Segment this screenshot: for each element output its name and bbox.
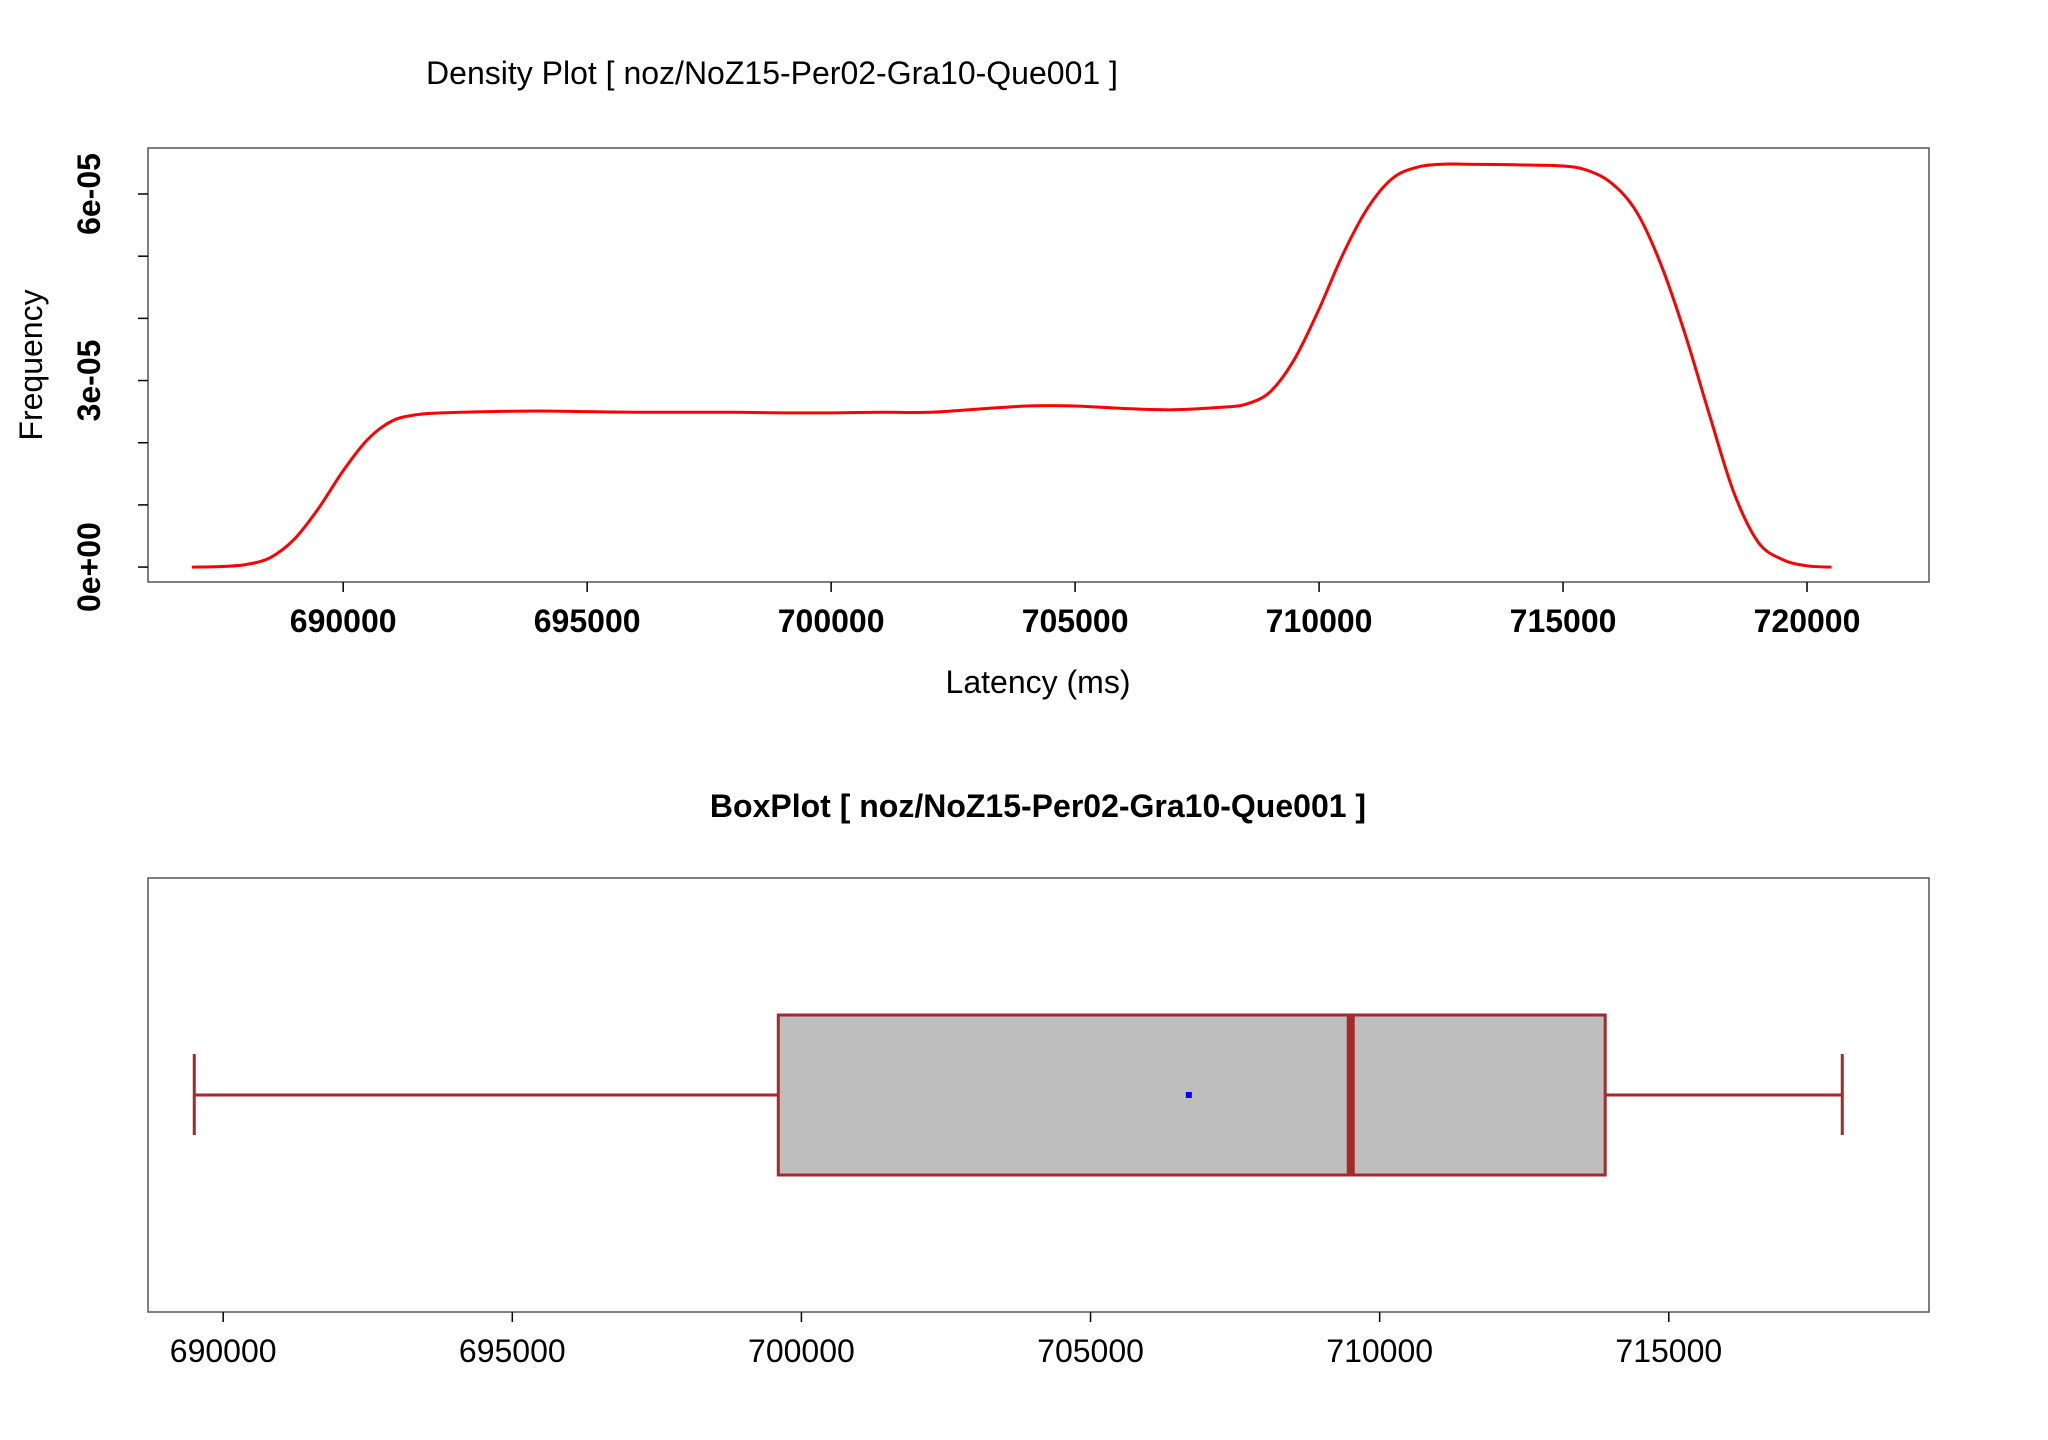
box-x-tick-label: 695000 (459, 1333, 566, 1369)
box-plot: BoxPlot [ noz/NoZ15-Per02-Gra10-Que001 ]… (147, 788, 1930, 1369)
box-x-tick-label: 690000 (170, 1333, 277, 1369)
box-x-tick-label: 715000 (1615, 1333, 1722, 1369)
density-x-tick-label: 695000 (534, 603, 641, 639)
density-x-axis: 690000 695000 700000 705000 710000 715000 7200… (290, 582, 1861, 639)
density-y-tick-label: 3e-05 (71, 340, 107, 422)
density-x-tick-label: 690000 (290, 603, 397, 639)
box-plot-frame (147, 877, 1930, 1313)
density-title: Density Plot [ noz/NoZ15-Per02-Gra10-Que… (426, 55, 1118, 91)
density-x-axis-label: Latency (ms) (946, 664, 1131, 700)
box-glyph (192, 1013, 1844, 1177)
density-y-tick-label: 0e+00 (71, 522, 107, 612)
density-x-tick-label: 705000 (1022, 603, 1129, 639)
density-curve (191, 162, 1832, 569)
box-title: BoxPlot [ noz/NoZ15-Per02-Gra10-Que001 ] (710, 788, 1366, 824)
density-x-tick-label: 710000 (1266, 603, 1373, 639)
density-plot-frame (147, 147, 1930, 583)
density-x-tick-label: 700000 (778, 603, 885, 639)
density-y-tick-label: 6e-05 (71, 153, 107, 235)
density-y-axis: 0e+00 3e-05 6e-05 (71, 153, 148, 612)
box-x-tick-label: 705000 (1037, 1333, 1144, 1369)
box-x-tick-label: 710000 (1326, 1333, 1433, 1369)
box-mean-point (1185, 1092, 1192, 1098)
density-y-axis-label: Frequency (13, 289, 49, 440)
density-plot: Density Plot [ noz/NoZ15-Per02-Gra10-Que… (13, 55, 1930, 700)
box-x-axis: 690000 695000 700000 705000 710000 715000 (170, 1312, 1722, 1369)
density-x-tick-label: 720000 (1754, 603, 1861, 639)
box-x-tick-label: 700000 (748, 1333, 855, 1369)
density-x-tick-label: 715000 (1510, 603, 1617, 639)
